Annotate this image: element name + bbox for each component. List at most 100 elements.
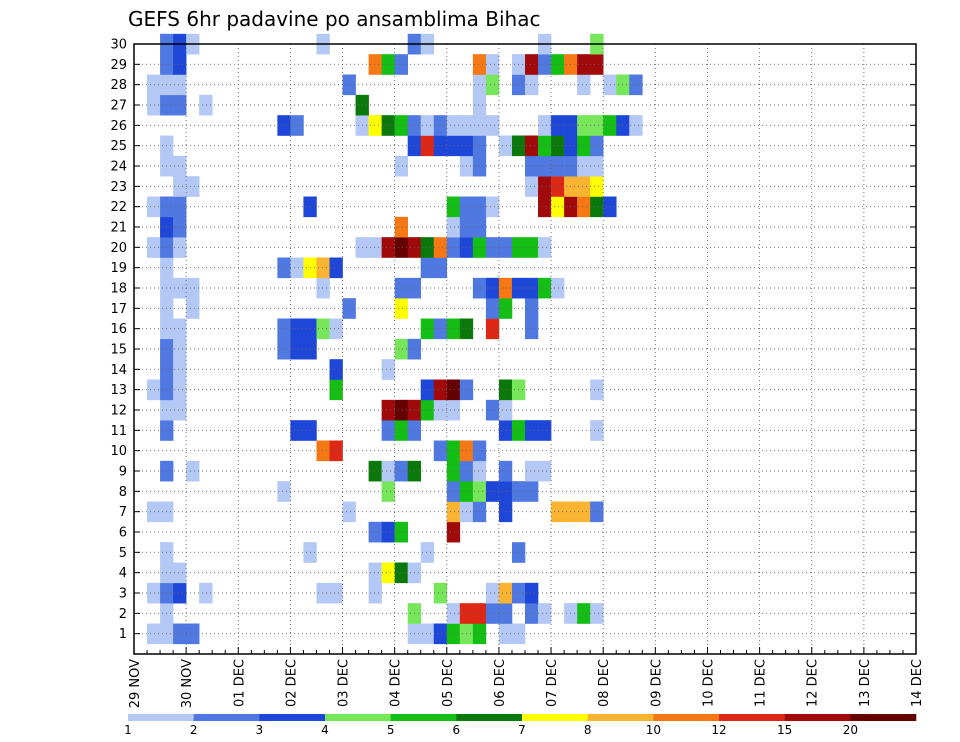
y-tick-label: 8 bbox=[119, 485, 127, 500]
cell bbox=[577, 603, 591, 624]
colorbar-label: 3 bbox=[256, 723, 264, 737]
cell bbox=[485, 115, 500, 136]
y-tick-label: 9 bbox=[119, 465, 127, 480]
cell bbox=[590, 54, 604, 75]
chart-title: GEFS 6hr padavine po ansamblima Bihac bbox=[128, 7, 540, 31]
y-tick-label: 3 bbox=[119, 587, 127, 602]
cell bbox=[551, 277, 565, 299]
x-tick-label: 02 DEC bbox=[284, 659, 299, 707]
cell bbox=[433, 623, 448, 645]
cell bbox=[538, 54, 552, 75]
cell bbox=[538, 603, 552, 624]
cell bbox=[433, 379, 448, 401]
cell bbox=[525, 582, 539, 604]
y-tick-label: 1 bbox=[119, 627, 127, 642]
cell bbox=[498, 277, 513, 299]
cell bbox=[525, 481, 539, 502]
cell bbox=[329, 257, 343, 279]
cell bbox=[186, 298, 200, 319]
x-tick-label: 08 DEC bbox=[597, 659, 612, 707]
cell bbox=[420, 318, 435, 340]
cell bbox=[433, 135, 448, 157]
cell bbox=[525, 420, 539, 441]
cell bbox=[446, 481, 461, 502]
cell bbox=[147, 623, 161, 645]
x-tick-label: 01 DEC bbox=[232, 659, 247, 707]
cell bbox=[472, 155, 487, 177]
cell bbox=[577, 74, 591, 96]
cell bbox=[551, 135, 565, 157]
cell bbox=[446, 115, 461, 136]
cell bbox=[329, 582, 343, 604]
y-tick-label: 7 bbox=[119, 505, 127, 520]
cell bbox=[472, 74, 487, 96]
cell bbox=[186, 277, 200, 299]
y-tick-label: 25 bbox=[110, 139, 127, 154]
cell bbox=[590, 420, 604, 441]
cell bbox=[485, 582, 500, 604]
cell bbox=[199, 94, 213, 116]
x-tick-label: 06 DEC bbox=[493, 659, 508, 707]
cell bbox=[329, 379, 343, 401]
cell bbox=[420, 623, 435, 645]
cell bbox=[316, 582, 330, 604]
cell bbox=[420, 135, 435, 157]
cell bbox=[394, 277, 408, 299]
cell bbox=[472, 603, 487, 624]
cell bbox=[577, 54, 591, 75]
y-tick-label: 19 bbox=[110, 261, 127, 276]
cell bbox=[472, 460, 487, 482]
cell bbox=[525, 277, 539, 299]
cell bbox=[577, 155, 591, 177]
y-tick-label: 28 bbox=[110, 78, 127, 93]
cell bbox=[485, 481, 500, 502]
cell bbox=[472, 481, 487, 502]
cell bbox=[498, 501, 513, 523]
y-tick-label: 17 bbox=[110, 302, 127, 317]
colorbar-swatch bbox=[522, 714, 588, 721]
cell bbox=[498, 237, 513, 258]
cell bbox=[446, 603, 461, 624]
cell bbox=[485, 74, 500, 96]
cell bbox=[173, 94, 187, 116]
cell bbox=[485, 399, 500, 421]
x-tick-label: 14 DEC bbox=[910, 659, 925, 707]
cell bbox=[577, 135, 591, 157]
cell bbox=[173, 176, 187, 197]
cell bbox=[485, 277, 500, 299]
cell bbox=[603, 115, 617, 136]
cell bbox=[368, 115, 382, 136]
cell bbox=[590, 501, 604, 523]
colorbar-swatch bbox=[784, 714, 851, 721]
cell bbox=[485, 196, 500, 218]
cell bbox=[316, 257, 330, 279]
cell bbox=[472, 501, 487, 523]
colorbar-label: 4 bbox=[321, 723, 329, 737]
cell bbox=[290, 257, 304, 279]
cell bbox=[290, 420, 304, 441]
cell bbox=[277, 481, 291, 502]
cell bbox=[433, 399, 448, 421]
cell bbox=[173, 196, 187, 218]
cell bbox=[381, 521, 395, 543]
grid-lines bbox=[134, 43, 916, 654]
cell bbox=[147, 501, 161, 523]
cell bbox=[577, 501, 591, 523]
cell bbox=[446, 399, 461, 421]
cell bbox=[394, 399, 408, 421]
y-tick-label: 14 bbox=[110, 363, 127, 378]
cell bbox=[394, 237, 408, 258]
cell bbox=[420, 542, 435, 563]
cell bbox=[316, 277, 330, 299]
colorbar-label: 7 bbox=[518, 723, 526, 737]
cell bbox=[525, 54, 539, 75]
cell bbox=[394, 54, 408, 75]
cell bbox=[316, 440, 330, 462]
cell bbox=[498, 379, 513, 401]
cell bbox=[394, 216, 408, 238]
cell bbox=[485, 318, 500, 340]
colorbar-label: 15 bbox=[777, 723, 792, 737]
cell bbox=[394, 115, 408, 136]
cell bbox=[538, 115, 552, 136]
